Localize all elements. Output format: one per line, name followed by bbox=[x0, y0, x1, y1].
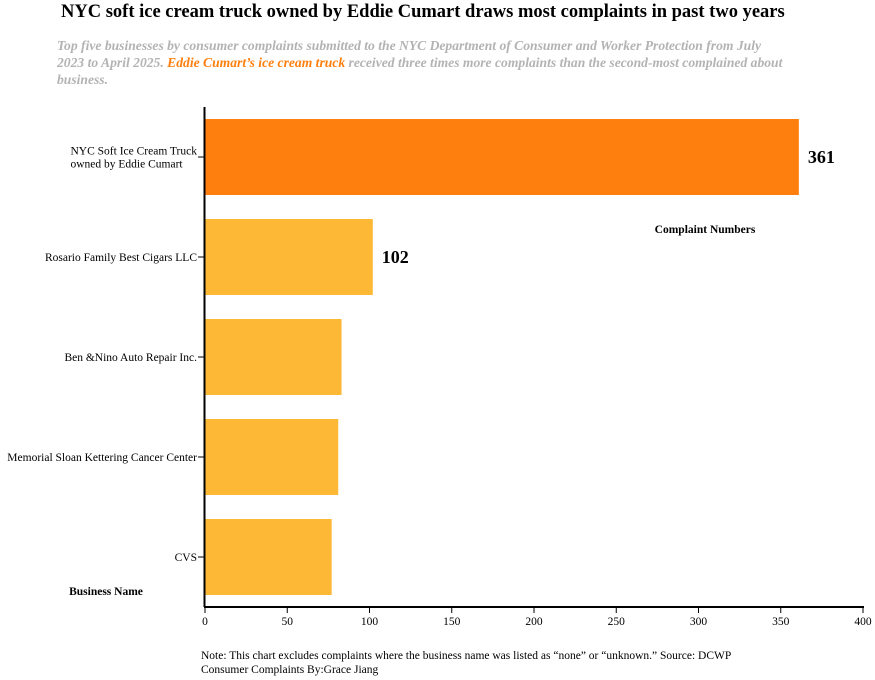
x-tick-label: 0 bbox=[202, 616, 208, 628]
category-label: Rosario Family Best Cigars LLC bbox=[45, 252, 197, 264]
x-tick-label: 350 bbox=[772, 616, 790, 628]
x-tick-label: 200 bbox=[525, 616, 543, 628]
bar bbox=[205, 419, 339, 495]
x-tick-label: 50 bbox=[282, 616, 294, 628]
bar bbox=[205, 319, 342, 395]
subtitle-highlight: Eddie Cumart’s ice cream truck bbox=[167, 55, 346, 70]
x-axis: 0 50 100 150 200 250 300 350 400 bbox=[202, 606, 872, 628]
bar bbox=[205, 219, 373, 295]
category-label: Memorial Sloan Kettering Cancer Center bbox=[7, 452, 197, 464]
x-tick-label: 300 bbox=[690, 616, 708, 628]
data-label: 102 bbox=[382, 247, 409, 267]
x-tick-label: 100 bbox=[361, 616, 379, 628]
footnote: Note: This chart excludes complaints whe… bbox=[201, 650, 731, 676]
subtitle-text-end: received three times more complaints tha… bbox=[57, 55, 783, 87]
category-labels-group: NYC Soft Ice Cream Truck owned by Eddie C… bbox=[7, 146, 204, 564]
category-label: Ben &Nino Auto Repair Inc. bbox=[64, 352, 197, 364]
chart-title: NYC soft ice cream truck owned by Eddie … bbox=[61, 2, 785, 22]
bar bbox=[205, 519, 332, 595]
y-axis-title: Business Name bbox=[69, 586, 143, 598]
category-label: NYC Soft Ice Cream Truck owned by Eddie C… bbox=[71, 146, 198, 171]
chart-subtitle: Top five businesses by consumer complain… bbox=[57, 37, 787, 88]
x-tick-label: 250 bbox=[608, 616, 626, 628]
bars-group: 361 102 bbox=[205, 119, 835, 595]
category-label: CVS bbox=[175, 552, 197, 564]
bar bbox=[205, 119, 799, 195]
subtitle-text-start: Top five businesses by consumer complain… bbox=[57, 38, 762, 70]
data-label: 361 bbox=[808, 147, 835, 167]
x-tick-label: 150 bbox=[443, 616, 461, 628]
x-tick-label: 400 bbox=[854, 616, 872, 628]
x-axis-title: Complaint Numbers bbox=[655, 224, 756, 236]
